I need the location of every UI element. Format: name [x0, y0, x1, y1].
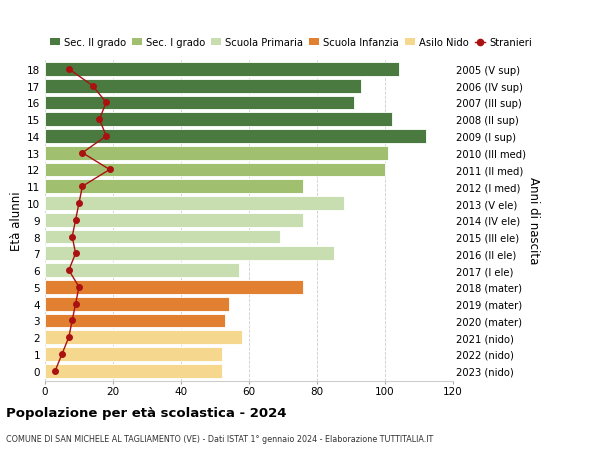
Bar: [45, 96, 355, 110]
Bar: [45, 314, 225, 328]
Text: COMUNE DI SAN MICHELE AL TAGLIAMENTO (VE) - Dati ISTAT 1° gennaio 2024 - Elabora: COMUNE DI SAN MICHELE AL TAGLIAMENTO (VE…: [6, 434, 433, 443]
Bar: [45, 297, 229, 311]
Bar: [45, 163, 385, 177]
Legend: Sec. II grado, Sec. I grado, Scuola Primaria, Scuola Infanzia, Asilo Nido, Stran: Sec. II grado, Sec. I grado, Scuola Prim…: [50, 38, 532, 48]
Y-axis label: Anni di nascita: Anni di nascita: [527, 177, 539, 264]
Bar: [45, 347, 222, 361]
Bar: [45, 280, 304, 294]
Bar: [45, 146, 388, 160]
Bar: [45, 230, 280, 244]
Text: Popolazione per età scolastica - 2024: Popolazione per età scolastica - 2024: [6, 406, 287, 419]
Bar: [45, 113, 392, 127]
Bar: [45, 79, 361, 93]
Bar: [45, 263, 239, 277]
Bar: [45, 180, 304, 194]
Bar: [45, 63, 398, 77]
Bar: [45, 364, 222, 378]
Y-axis label: Età alunni: Età alunni: [10, 190, 23, 250]
Bar: [45, 130, 426, 144]
Bar: [45, 213, 304, 227]
Bar: [45, 247, 334, 261]
Bar: [45, 330, 242, 344]
Bar: [45, 197, 344, 210]
